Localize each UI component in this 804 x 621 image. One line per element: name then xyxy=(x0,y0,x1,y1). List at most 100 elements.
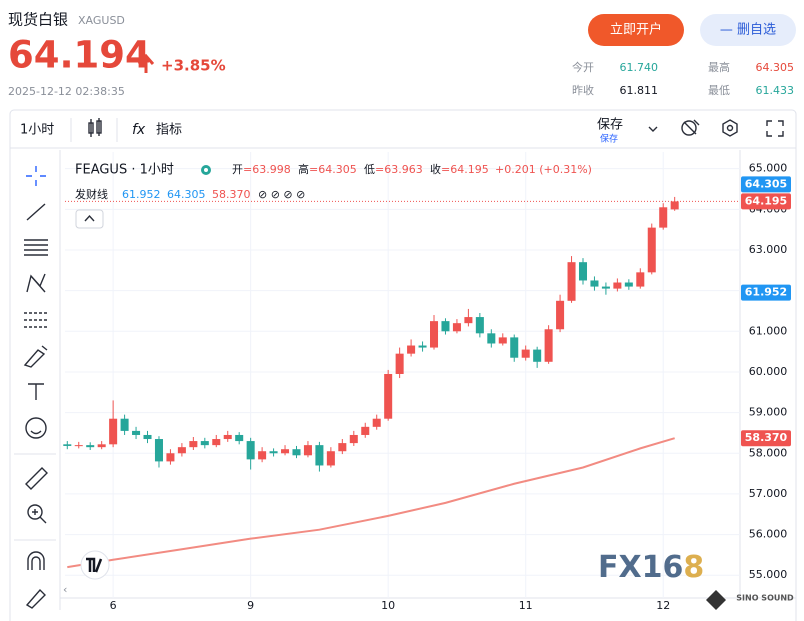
save-sub: 保存 xyxy=(600,133,618,145)
fx-icon[interactable]: fx xyxy=(132,122,146,138)
magnet-tool[interactable] xyxy=(27,551,45,570)
indicator-value: 64.305 xyxy=(167,188,206,201)
chart-type-button[interactable] xyxy=(88,118,102,137)
candle-body xyxy=(647,227,656,273)
pattern-tool[interactable] xyxy=(26,273,46,293)
ohlc-label: 低 xyxy=(364,163,375,176)
save-menu[interactable] xyxy=(648,126,658,132)
ohlc-value: =63.963 xyxy=(375,163,423,176)
candle-body xyxy=(395,353,404,374)
candle-body xyxy=(292,449,301,456)
brand: SINO SOUND xyxy=(736,594,794,603)
emoji-tool[interactable] xyxy=(25,417,47,439)
interval-button[interactable]: 1小时 xyxy=(20,123,54,138)
candle-body xyxy=(659,207,668,228)
candle-body xyxy=(74,445,83,447)
y-tick-label: 59.000 xyxy=(749,406,788,419)
lock-tool[interactable] xyxy=(25,588,46,609)
candle-body xyxy=(430,321,439,348)
crosshair-tool[interactable] xyxy=(26,166,46,186)
candle-body xyxy=(177,447,186,454)
stat-label: 最低 xyxy=(708,84,730,97)
indicators-button[interactable]: 指标 xyxy=(156,123,182,138)
zoom-tool[interactable] xyxy=(27,504,43,520)
candle-body xyxy=(601,286,610,289)
remove-watchlist-label[interactable]: — 删自选 xyxy=(720,23,776,38)
candle-body xyxy=(338,443,347,452)
y-tick-label: 58.000 xyxy=(749,446,788,459)
y-tick-label: 63.000 xyxy=(749,243,788,256)
candle-body xyxy=(452,323,461,332)
remove-watchlist-button[interactable] xyxy=(700,14,796,46)
stat-value: 61.740 xyxy=(620,61,659,74)
x-tick-label: 12 xyxy=(656,599,670,612)
y-tick-label: 55.000 xyxy=(749,568,788,581)
fullscreen-button[interactable] xyxy=(766,120,784,137)
ohlc-label: 收 xyxy=(430,162,441,176)
y-tick-label: 56.000 xyxy=(749,528,788,541)
indicator-icons: ⊘ ⊘ ⊘ ⊘ xyxy=(258,188,305,201)
candle-body xyxy=(120,418,129,431)
candle-body xyxy=(132,430,141,435)
candle-body xyxy=(212,439,221,446)
candle-body xyxy=(487,333,496,344)
alert-button[interactable] xyxy=(681,119,700,136)
candle-body xyxy=(624,282,633,287)
open-account-label[interactable]: 立即开户 xyxy=(610,22,662,38)
legend-ohlc: 开=63.998 高=64.305 低=63.963 收=64.195 +0.2… xyxy=(232,162,592,176)
candle-body xyxy=(670,201,679,210)
brush-tool[interactable] xyxy=(23,345,48,368)
settings-button[interactable] xyxy=(722,119,738,137)
line-tool[interactable] xyxy=(26,203,46,221)
watermark-eight: 8 xyxy=(683,550,704,585)
candle-body xyxy=(510,337,519,358)
tv-logo-mark xyxy=(86,557,103,573)
candle-body xyxy=(166,453,175,462)
price-badge-label: 64.195 xyxy=(745,194,787,207)
candle-body xyxy=(475,317,484,334)
collapse-legend[interactable] xyxy=(75,209,104,229)
settings-dot xyxy=(726,124,734,132)
plot: 55.000 56.000 57.000 58.000 59.000 60.000 61.0… xyxy=(63,152,791,612)
collapse-arrow xyxy=(84,214,95,222)
candle-body xyxy=(269,451,278,454)
scroll-left[interactable]: ‹ xyxy=(63,583,67,596)
projection-tool[interactable] xyxy=(24,312,48,328)
watermark: FX168 xyxy=(598,550,704,585)
drawing-tools xyxy=(14,166,56,609)
text-tool[interactable] xyxy=(28,383,44,400)
candle-body xyxy=(384,373,393,419)
stat-label: 最高 xyxy=(708,60,730,74)
price-badge xyxy=(741,193,791,210)
x-tick-label: 10 xyxy=(381,599,395,612)
save-button[interactable]: 保存 xyxy=(597,118,623,133)
stat-value: 61.433 xyxy=(756,84,795,97)
fib-tool[interactable] xyxy=(24,239,48,256)
candle-body xyxy=(556,300,565,330)
candle-body xyxy=(464,317,473,324)
open-account-button[interactable] xyxy=(588,14,684,46)
stat-value: 64.305 xyxy=(756,61,795,74)
x-tick-label: 11 xyxy=(519,599,533,612)
stat-label: 昨收 xyxy=(572,83,594,97)
ohlc-label: 高 xyxy=(298,162,309,176)
candle-body xyxy=(189,441,198,448)
candle-body xyxy=(258,451,267,460)
change: +3.85% xyxy=(161,57,226,75)
candle-body xyxy=(590,280,599,287)
candle-body xyxy=(143,434,152,440)
indicator-legend: 发财线 61.952 64.305 58.370 ⊘ ⊘ ⊘ ⊘ xyxy=(75,187,305,201)
ruler-tool[interactable] xyxy=(25,467,48,490)
title: 现货白银 xyxy=(8,11,68,29)
symbol: XAGUSD xyxy=(78,14,125,27)
indicator-value: 61.952 xyxy=(122,188,161,201)
watermark-text: FX16 xyxy=(598,550,683,585)
ohlc-value: =64.195 xyxy=(441,163,489,176)
price-badge-label: 61.952 xyxy=(745,286,787,299)
legend-symbol: FEAGUS · 1小时 xyxy=(75,163,174,178)
candle-body xyxy=(200,441,209,446)
ohlc-label: 开 xyxy=(232,163,243,176)
candle-body xyxy=(315,445,324,466)
candle-body xyxy=(361,426,370,435)
